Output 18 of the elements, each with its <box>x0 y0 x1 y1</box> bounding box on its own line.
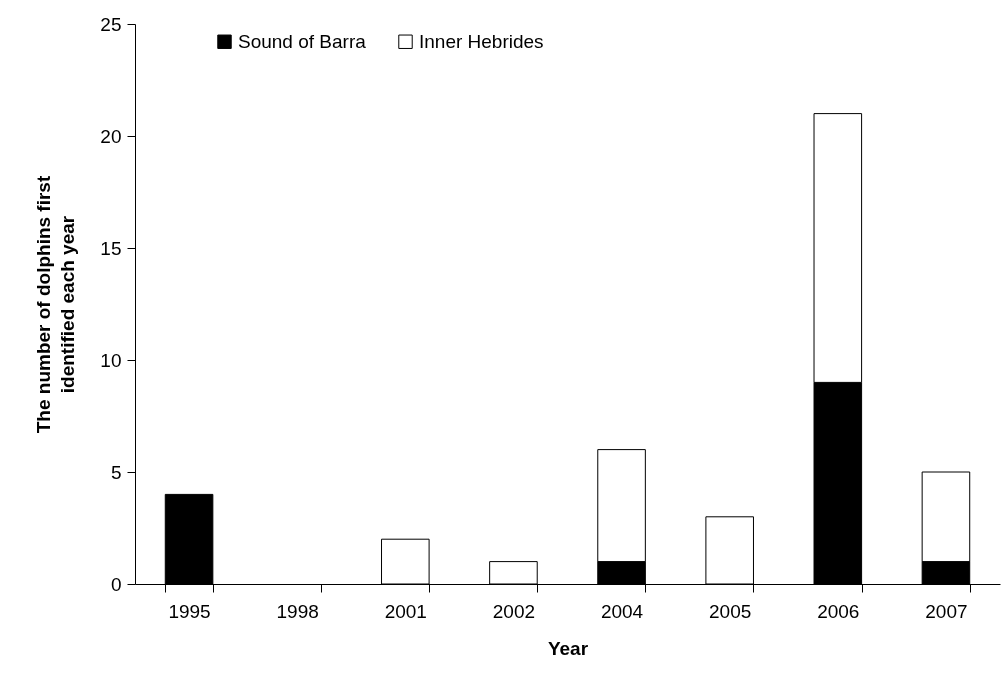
x-axis-title: Year <box>547 637 589 659</box>
x-tick-label: 1995 <box>168 600 211 622</box>
x-tick-label: 2006 <box>817 600 860 622</box>
x-tick-label: 2001 <box>384 600 427 622</box>
x-tick-label: 1998 <box>276 600 319 622</box>
y-tick-label: 0 <box>110 573 122 595</box>
legend-label: Inner Hebrides <box>419 30 544 52</box>
x-tick-label: 2002 <box>492 600 536 622</box>
y-tick-label: 25 <box>100 13 122 35</box>
y-tick-label: 20 <box>100 125 122 147</box>
x-tick-label: 2004 <box>600 600 644 622</box>
y-tick-label: 5 <box>110 461 122 483</box>
x-tick-label: 2005 <box>709 600 752 622</box>
y-tick-label: 10 <box>100 349 122 371</box>
legend-label: Sound of Barra <box>238 30 367 52</box>
y-axis-title: The number of dolphins first identified each year <box>33 175 79 434</box>
y-tick-label: 15 <box>100 237 122 259</box>
x-tick-label: 2007 <box>925 600 968 622</box>
